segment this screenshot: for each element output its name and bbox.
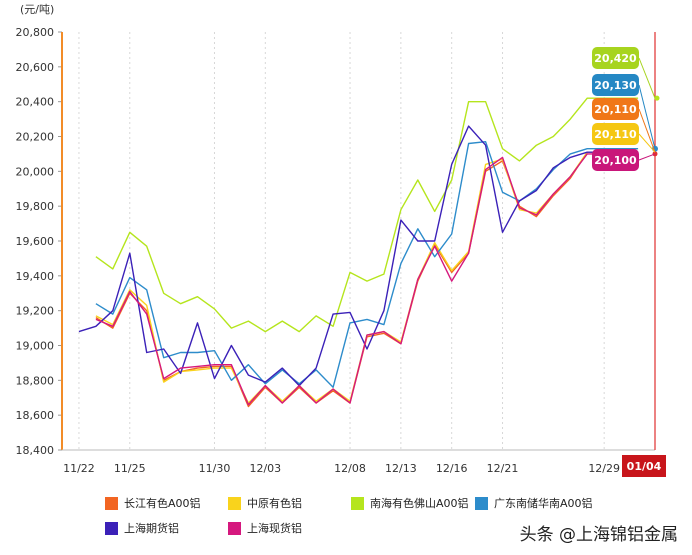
end-value-tag-leader: [638, 133, 656, 153]
legend-swatch: [475, 496, 488, 510]
current-date-box: [622, 455, 666, 477]
legend-label: 中原有色铝: [247, 497, 302, 510]
y-tick-label: 20,000: [16, 165, 55, 178]
y-tick-label: 19,600: [16, 235, 55, 248]
legend-label: 广东南储华南A00铝: [494, 497, 593, 510]
y-tick-label: 19,200: [16, 305, 55, 318]
end-value-tag-label: 20,110: [594, 103, 637, 116]
legend-label: 长江有色A00铝: [124, 497, 201, 510]
end-value-tag-label: 20,110: [594, 128, 637, 141]
y-tick-label: 19,000: [16, 340, 55, 353]
legend-label: 上海期货铝: [124, 522, 179, 535]
legend-swatch: [228, 521, 241, 535]
series-line: [78, 125, 639, 387]
legend-item-shanghai-spot[interactable]: 上海现货铝: [228, 520, 302, 536]
end-value-tag: 20,130: [592, 74, 656, 149]
y-tick-label: 20,600: [16, 61, 55, 74]
x-tick-label: 12/21: [487, 462, 519, 475]
end-value-tag: 20,420: [592, 47, 656, 99]
end-value-tag-label: 20,420: [594, 52, 637, 65]
legend-item-changjiang[interactable]: 长江有色A00铝: [105, 495, 201, 511]
x-tick-label: 12/29: [588, 462, 620, 475]
y-tick-label: 20,400: [16, 96, 55, 109]
end-value-tag: 20,110: [592, 98, 656, 153]
end-value-tag-label: 20,100: [594, 154, 637, 167]
y-axis-unit: (元/吨): [20, 3, 54, 16]
legend-item-guangdong[interactable]: 广东南储华南A00铝: [475, 495, 593, 511]
series-line: [95, 141, 639, 388]
end-value-tag-leader: [638, 153, 656, 161]
x-tick-label: 11/22: [63, 462, 95, 475]
end-value-tag-box: [592, 98, 639, 120]
legend-label: 南海有色佛山A00铝: [370, 497, 469, 510]
grid: [78, 32, 605, 450]
legend-item-nanhai[interactable]: 南海有色佛山A00铝: [351, 495, 469, 511]
end-value-tag-leader: [638, 108, 656, 153]
y-tick-label: 18,800: [16, 374, 55, 387]
legend-item-zhongyuan[interactable]: 中原有色铝: [228, 495, 302, 511]
end-value-tag-box: [592, 47, 639, 69]
end-value-tags: 20,420 20,130 20,110 20,110 20,100: [592, 47, 656, 171]
x-axis: 11/22 11/25 11/30 12/03 12/08 12/13 12/16 12/21…: [62, 449, 655, 475]
legend-swatch: [105, 521, 118, 535]
y-tick-label: 19,800: [16, 200, 55, 213]
end-value-tag-box: [592, 149, 639, 171]
end-value-tag-box: [592, 74, 639, 96]
y-axis: 18,400 18,600 18,800 19,000 19,200 19,400 19,6…: [16, 26, 63, 457]
x-tick-label: 11/30: [199, 462, 231, 475]
y-tick-label: 18,400: [16, 444, 55, 457]
x-tick-label: 12/16: [436, 462, 468, 475]
end-point-dot: [654, 95, 660, 101]
series-line: [95, 97, 639, 333]
end-value-tag-label: 20,130: [594, 79, 637, 92]
end-value-tag-box: [592, 123, 639, 145]
end-value-tag-leader: [638, 57, 656, 99]
end-value-tag: 20,110: [592, 123, 656, 153]
x-tick-label: 12/03: [249, 462, 281, 475]
x-tick-label: 12/08: [334, 462, 366, 475]
legend-label: 上海现货铝: [247, 522, 302, 535]
x-tick-label: 12/13: [385, 462, 417, 475]
end-value-tag-leader: [638, 84, 656, 149]
series-line: [95, 153, 639, 406]
y-tick-label: 20,800: [16, 26, 55, 39]
y-tick-label: 19,400: [16, 270, 55, 283]
end-value-tag: 20,100: [592, 149, 656, 171]
legend-item-shfe[interactable]: 上海期货铝: [105, 520, 179, 536]
watermark: 头条 @上海锦铝金属: [519, 525, 678, 545]
current-date-label: 01/04: [627, 460, 662, 473]
legend-swatch: [351, 496, 364, 510]
y-tick-label: 18,600: [16, 409, 55, 422]
series-lines: [78, 97, 639, 408]
legend-swatch: [105, 496, 118, 510]
legend-swatch: [228, 496, 241, 510]
x-tick-label: 11/25: [114, 462, 146, 475]
y-tick-label: 20,200: [16, 131, 55, 144]
